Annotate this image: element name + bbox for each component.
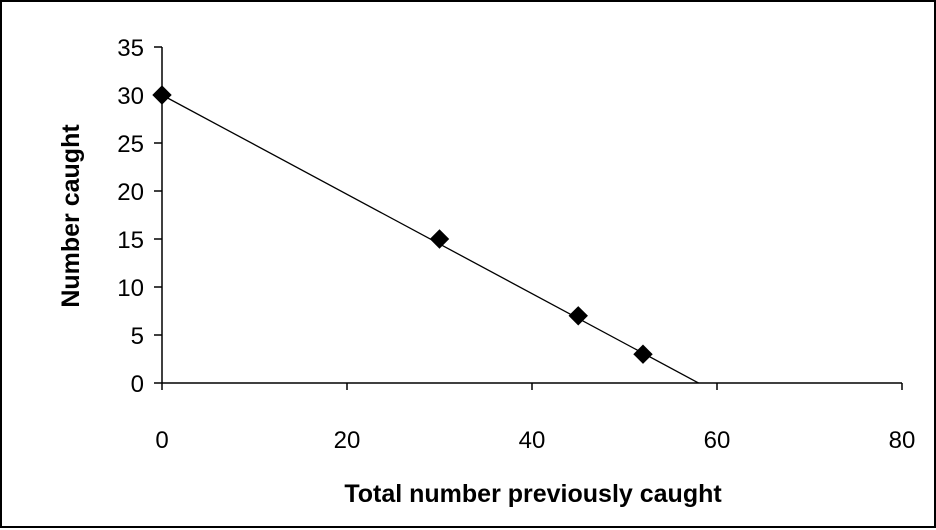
data-point xyxy=(568,306,588,326)
x-tick-label: 0 xyxy=(155,427,168,454)
y-tick-label: 35 xyxy=(117,35,144,62)
y-tick-label: 10 xyxy=(117,275,144,302)
x-tick-label: 40 xyxy=(519,427,546,454)
x-axis-title: Total number previously caught xyxy=(344,480,722,508)
y-tick-label: 0 xyxy=(131,371,144,398)
y-axis-title: Number caught xyxy=(57,124,85,308)
y-axis-ticks: 0 5 10 15 20 25 30 35 xyxy=(117,35,162,398)
y-tick-label: 15 xyxy=(117,227,144,254)
data-points xyxy=(152,85,653,364)
x-tick-label: 60 xyxy=(704,427,731,454)
x-axis-ticks: 0 20 40 60 80 xyxy=(155,383,915,454)
data-point xyxy=(633,344,653,364)
y-tick-label: 5 xyxy=(131,323,144,350)
y-tick-label: 30 xyxy=(117,83,144,110)
data-point xyxy=(429,229,450,249)
y-tick-label: 20 xyxy=(117,179,144,206)
x-tick-label: 20 xyxy=(334,427,361,454)
x-tick-label: 80 xyxy=(889,427,916,454)
y-tick-label: 25 xyxy=(117,131,144,158)
data-point xyxy=(152,85,172,105)
